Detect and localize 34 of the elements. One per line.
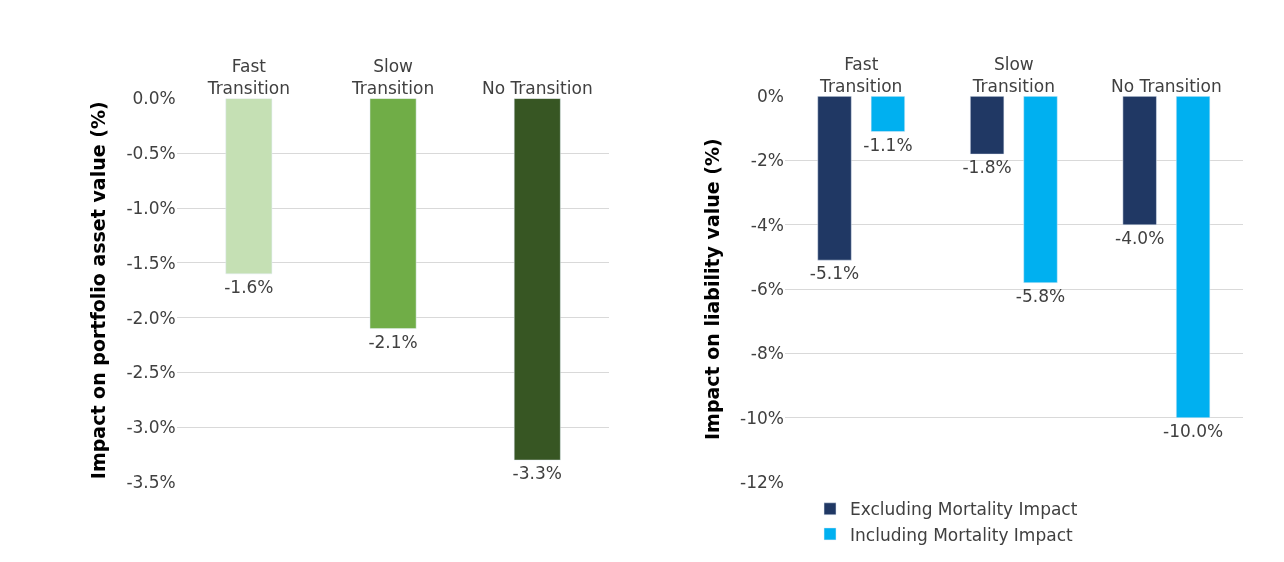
y-tick-label: -12% — [740, 471, 784, 492]
data-label: -5.1% — [809, 263, 860, 284]
x-tick-label: No Transition — [481, 78, 593, 99]
y-tick-label: 0.0% — [132, 88, 176, 109]
y-tick-label: -8% — [750, 343, 784, 364]
x-tick-label: No Transition — [1110, 75, 1222, 96]
data-label: -3.3% — [512, 463, 562, 484]
data-label: -1.1% — [863, 134, 913, 155]
data-label: -1.6% — [224, 276, 274, 297]
y-tick-label: -2.0% — [126, 307, 176, 328]
y-tick-label: -3.0% — [126, 417, 176, 438]
y-tick-label: -10% — [740, 407, 784, 428]
x-tick-label: Fast Transition — [206, 56, 290, 99]
y-tick-label: -4% — [750, 214, 784, 235]
legend-label: Including Mortality Impact — [850, 524, 1073, 545]
y-tick-label: -2.5% — [126, 362, 176, 383]
data-label: -5.8% — [1015, 285, 1066, 306]
x-tick-label: Slow Transition — [350, 56, 435, 99]
data-label: -1.8% — [962, 157, 1012, 178]
y-tick-label: -3.5% — [126, 471, 176, 492]
y-tick-label: -1.0% — [126, 198, 176, 219]
data-label: -10.0% — [1162, 420, 1224, 441]
y-tick-label: -6% — [750, 279, 784, 300]
data-label: -4.0% — [1115, 227, 1165, 248]
y-axis-title: Impact on liability value (%) — [700, 138, 723, 440]
legend-label: Excluding Mortality Impact — [850, 499, 1078, 520]
y-tick-label: 0% — [756, 86, 784, 107]
x-tick-label: Fast Transition — [819, 53, 903, 96]
y-axis-title: Impact on portfolio asset value (%) — [87, 101, 110, 480]
data-label: -2.1% — [368, 331, 418, 352]
y-tick-label: -1.5% — [126, 252, 176, 273]
y-tick-label: -0.5% — [126, 143, 176, 164]
y-tick-label: -2% — [750, 150, 784, 171]
x-tick-label: Slow Transition — [971, 53, 1055, 96]
